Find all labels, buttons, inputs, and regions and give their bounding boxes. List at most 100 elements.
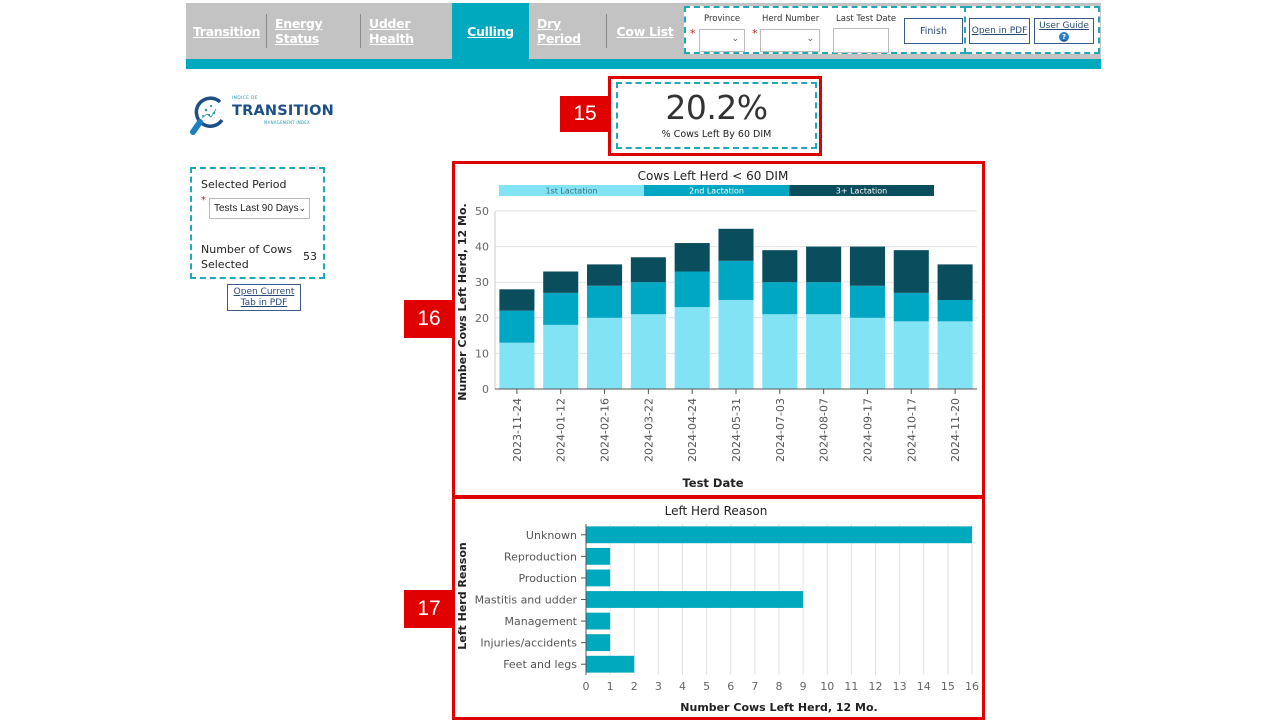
help-icon: ? bbox=[1059, 31, 1069, 42]
x-tick-label: 2024-02-16 bbox=[599, 398, 612, 462]
x-tick-label: 14 bbox=[917, 680, 931, 693]
bar-segment-2 bbox=[630, 282, 666, 315]
province-label: Province bbox=[704, 14, 741, 24]
bar-segment-1 bbox=[937, 321, 973, 389]
tab-dry-period[interactable]: Dry Period bbox=[529, 3, 607, 59]
stacked-bar-chart: Cows Left Herd < 60 DIM 1st Lactation 2nd… bbox=[456, 169, 977, 490]
x-tick-label: 4 bbox=[679, 680, 686, 693]
bar-segment-3 bbox=[806, 246, 842, 283]
x-tick-label: 11 bbox=[844, 680, 858, 693]
x-tick-label: 2024-01-12 bbox=[555, 398, 568, 462]
herd-filters: Province * ⌄ Herd Number * ⌄ Last Test D… bbox=[684, 6, 966, 54]
bar-segment-3 bbox=[762, 250, 798, 283]
tab-udder-health[interactable]: Udder Health bbox=[369, 16, 414, 46]
legend-swatch-1 bbox=[499, 185, 644, 196]
required-marker: * bbox=[201, 195, 206, 206]
bar-segment-3 bbox=[937, 264, 973, 300]
y-tick-label: Reproduction bbox=[504, 550, 577, 563]
x-tick-label: 2024-08-07 bbox=[818, 398, 831, 462]
tab-cow-list[interactable]: Cow List bbox=[616, 23, 674, 39]
bar-segment-2 bbox=[849, 285, 885, 318]
kpi-value: 20.2% bbox=[665, 88, 768, 127]
y-tick-label: Mastitis and udder bbox=[475, 594, 578, 607]
y-tick-label: 20 bbox=[475, 312, 489, 325]
nav-accent-strip bbox=[186, 59, 1101, 69]
last-test-date-label: Last Test Date bbox=[836, 14, 897, 24]
y-tick-label: 40 bbox=[475, 241, 489, 254]
tab-bar: Transition Energy Status Udder Health Cu… bbox=[186, 3, 683, 59]
magnifier-icon bbox=[190, 96, 224, 135]
y-tick-label: Production bbox=[518, 572, 577, 585]
x-tick-label: 0 bbox=[583, 680, 590, 693]
reason-bar bbox=[586, 634, 611, 652]
x-tick-label: 2024-11-20 bbox=[949, 398, 962, 462]
required-marker: * bbox=[752, 27, 758, 40]
tab-transition[interactable]: Transition bbox=[186, 3, 267, 59]
x-tick-label: 12 bbox=[869, 680, 883, 693]
y-tick-label: 0 bbox=[482, 383, 489, 396]
logo-title: TRANSITION bbox=[232, 103, 334, 119]
herd-number-label: Herd Number bbox=[762, 14, 820, 24]
open-current-tab-pdf-button[interactable]: Open Current Tab in PDF bbox=[227, 284, 301, 311]
annotation-badge-17: 17 bbox=[404, 590, 454, 628]
x-tick-label: 2024-04-24 bbox=[686, 398, 699, 462]
cows-selected-label: Number of Cows Selected bbox=[201, 243, 292, 271]
selected-period-label: Selected Period bbox=[201, 178, 287, 191]
reason-bar bbox=[586, 612, 611, 630]
stacked-chart-frame: Cows Left Herd < 60 DIM 1st Lactation 2nd… bbox=[452, 161, 985, 498]
x-tick-label: 9 bbox=[800, 680, 807, 693]
kpi-card: 20.2% % Cows Left By 60 DIM bbox=[616, 82, 817, 149]
annotation-badge-16: 16 bbox=[404, 300, 454, 338]
y-tick-label: Feet and legs bbox=[503, 658, 577, 671]
x-tick-label: 16 bbox=[965, 680, 979, 693]
x-tick-label: 2024-07-03 bbox=[774, 398, 787, 462]
bar-segment-1 bbox=[893, 321, 929, 389]
kpi-label: % Cows Left By 60 DIM bbox=[661, 129, 772, 140]
reason-bar bbox=[586, 569, 611, 587]
x-tick-label: 3 bbox=[655, 680, 662, 693]
selected-period-value: Tests Last 90 Days bbox=[214, 203, 299, 214]
chart-title: Cows Left Herd < 60 DIM bbox=[638, 169, 789, 183]
x-tick-label: 10 bbox=[820, 680, 834, 693]
bar-segment-3 bbox=[587, 264, 623, 286]
x-axis-label: Test Date bbox=[682, 476, 743, 490]
chevron-down-icon: ⌄ bbox=[806, 34, 814, 44]
reason-bar bbox=[586, 526, 972, 544]
y-tick-label: Unknown bbox=[526, 529, 577, 542]
bar-segment-3 bbox=[674, 243, 710, 272]
bar-segment-2 bbox=[762, 282, 798, 315]
reason-bar bbox=[586, 655, 635, 673]
bar-segment-1 bbox=[543, 324, 579, 389]
bar-segment-3 bbox=[499, 289, 535, 311]
y-axis-label: Number Cows Left Herd, 12 Mo. bbox=[456, 203, 469, 400]
y-axis-label: Left Herd Reason bbox=[456, 542, 469, 649]
finish-button[interactable]: Finish bbox=[904, 18, 963, 44]
y-tick-label: Injuries/accidents bbox=[480, 637, 577, 650]
bar-segment-3 bbox=[543, 271, 579, 293]
action-buttons: Open in PDF User Guide ? bbox=[966, 6, 1100, 54]
open-in-pdf-button[interactable]: Open in PDF bbox=[969, 18, 1030, 44]
herd-number-select[interactable]: ⌄ bbox=[760, 29, 820, 52]
last-test-date-input[interactable] bbox=[833, 28, 889, 53]
y-tick-label: Management bbox=[505, 615, 578, 628]
x-tick-label: 5 bbox=[703, 680, 710, 693]
reason-bar-chart: Left Herd Reason 0 1 2 3 4 5 6 7 8 9 10 11 12 13 14 15 1… bbox=[456, 504, 979, 714]
bar-segment-3 bbox=[849, 246, 885, 286]
tab-energy-status[interactable]: Energy Status bbox=[267, 3, 361, 59]
bar-segment-2 bbox=[937, 300, 973, 322]
chart-title: Left Herd Reason bbox=[665, 504, 768, 518]
y-tick-label: 10 bbox=[475, 347, 489, 360]
legend-label-3: 3+ Lactation bbox=[836, 187, 887, 196]
annotation-badge-15: 15 bbox=[560, 96, 610, 132]
legend-swatch-2 bbox=[644, 185, 789, 196]
selected-period-select[interactable]: Tests Last 90 Days ⌄ bbox=[209, 198, 310, 219]
x-tick-label: 8 bbox=[776, 680, 783, 693]
x-tick-label: 1 bbox=[607, 680, 614, 693]
province-select[interactable]: ⌄ bbox=[699, 29, 745, 52]
bar-segment-3 bbox=[630, 257, 666, 283]
bar-segment-3 bbox=[718, 228, 754, 261]
bar-segment-1 bbox=[630, 314, 666, 389]
tab-culling[interactable]: Culling bbox=[452, 3, 529, 59]
bar-segment-1 bbox=[806, 314, 842, 389]
user-guide-button[interactable]: User Guide ? bbox=[1034, 18, 1094, 44]
